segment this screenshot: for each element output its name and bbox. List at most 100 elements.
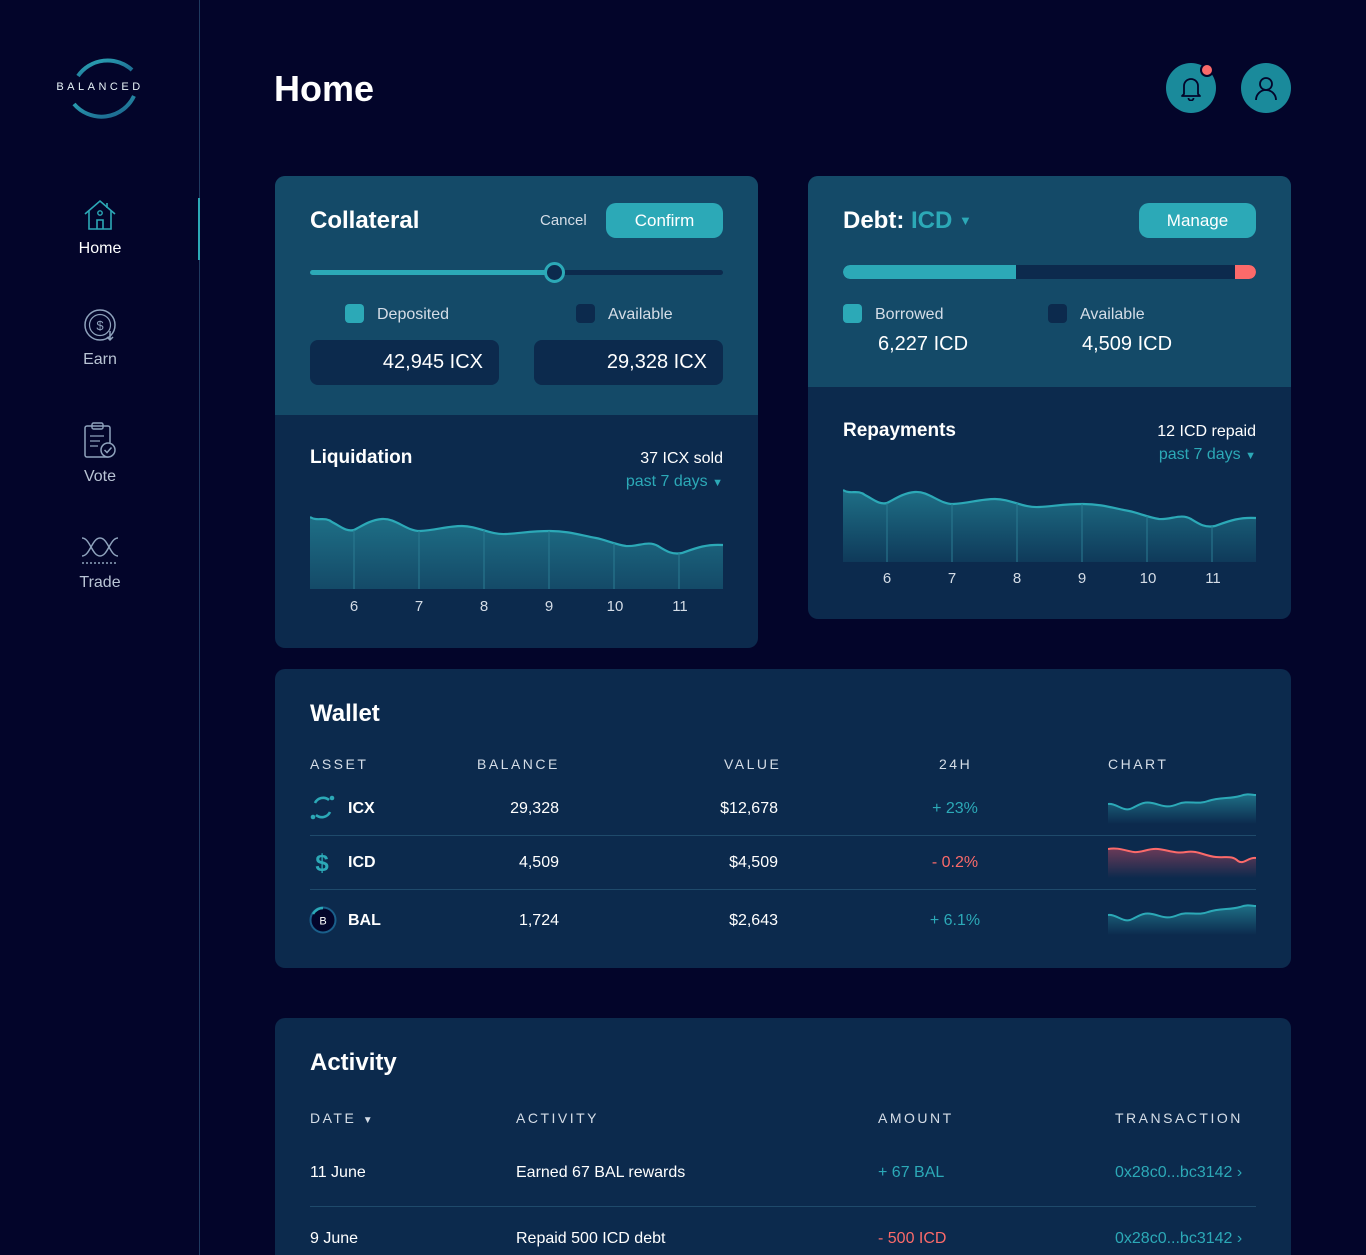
- wallet-col-24h: 24H: [939, 756, 973, 772]
- sidebar: BALANCED Home $ Earn Vote: [0, 0, 200, 1255]
- sort-down-icon: ▼: [362, 1115, 373, 1126]
- repayments-chart: [843, 489, 1256, 562]
- liquidation-area: [310, 517, 723, 589]
- user-icon: [1255, 77, 1277, 101]
- chevron-down-icon: ▼: [712, 477, 723, 489]
- liquidation-x-tick: 9: [544, 598, 554, 615]
- liquidation-x-tick: 8: [479, 598, 489, 615]
- repayments-period-dropdown[interactable]: past 7 days ▼: [1159, 446, 1256, 464]
- activity-col-transaction: TRANSACTION: [1115, 1110, 1243, 1126]
- activity-card: Activity DATE ▼ ACTIVITY AMOUNT TRANSACT…: [275, 1018, 1291, 1255]
- manage-button[interactable]: Manage: [1139, 203, 1256, 238]
- liquidation-x-tick: 11: [672, 598, 688, 615]
- activity-amount: - 500 ICD: [878, 1230, 947, 1247]
- sidebar-item-home-label: Home: [78, 240, 122, 257]
- activity-col-activity: ACTIVITY: [516, 1110, 600, 1126]
- debt-available-swatch: [1048, 304, 1067, 323]
- repayments-x-tick: 7: [947, 570, 957, 587]
- bell-icon: [1181, 78, 1201, 101]
- debt-currency: ICD: [911, 207, 953, 234]
- liquidation-x-tick: 6: [349, 598, 359, 615]
- debt-available-value: 4,509 ICD: [1082, 333, 1173, 355]
- account-button[interactable]: [1241, 63, 1291, 113]
- cancel-button[interactable]: Cancel: [540, 212, 587, 229]
- available-input[interactable]: 29,328 ICX: [534, 340, 723, 385]
- debt-title-group[interactable]: Debt: ICD ▼: [843, 207, 972, 235]
- wallet-col-balance: BALANCE: [477, 756, 560, 772]
- repayments-area: [843, 490, 1256, 562]
- row-divider: [310, 889, 1256, 890]
- asset-name: ICD: [348, 854, 376, 871]
- liquidation-period-label: past 7 days: [625, 473, 708, 490]
- deposited-legend: Deposited: [345, 304, 449, 324]
- activity-amount: + 67 BAL: [878, 1164, 945, 1181]
- sidebar-item-trade[interactable]: Trade: [0, 534, 200, 592]
- repayments-title: Repayments: [843, 420, 956, 441]
- activity-date: 9 June: [310, 1230, 359, 1247]
- debt-borrowed-fill: [843, 265, 1017, 279]
- transaction-link[interactable]: 0x28c0...bc3142 ›: [1115, 1164, 1242, 1182]
- asset-value: $2,643: [729, 912, 778, 929]
- logo-ring-icon: [72, 58, 136, 119]
- deposited-input[interactable]: 42,945 ICX: [310, 340, 499, 385]
- available-swatch: [576, 304, 595, 323]
- borrowed-value: 6,227 ICD: [878, 333, 969, 355]
- chevron-right-icon: ›: [1236, 1164, 1243, 1181]
- transaction-link[interactable]: 0x28c0...bc3142 ›: [1115, 1230, 1242, 1248]
- asset-sparkline: [1108, 793, 1256, 824]
- asset-change: - 0.2%: [931, 854, 979, 871]
- available-legend: Available: [576, 304, 673, 324]
- wallet-card: Wallet ASSET BALANCE VALUE 24H CHART ICX…: [275, 669, 1291, 968]
- repayments-summary: 12 ICD repaid: [1157, 423, 1256, 440]
- borrowed-swatch: [843, 304, 862, 323]
- row-divider: [310, 1206, 1256, 1207]
- debt-available-legend: Available: [1048, 304, 1145, 324]
- balanced-logo[interactable]: BALANCED: [48, 48, 152, 128]
- asset-name: BAL: [348, 912, 381, 929]
- repayments-x-tick: 9: [1077, 570, 1087, 587]
- sidebar-item-vote-label: Vote: [83, 468, 117, 485]
- asset-balance: 4,509: [518, 854, 559, 871]
- debt-limit-marker: [1235, 265, 1256, 279]
- sidebar-item-earn[interactable]: $ Earn: [0, 307, 200, 369]
- liquidation-gridlines: [353, 530, 680, 589]
- borrowed-label: Borrowed: [875, 306, 944, 323]
- collateral-card: Collateral Cancel Confirm Deposited Avai…: [275, 176, 758, 648]
- repayments-gridlines: [886, 503, 1213, 562]
- liquidation-period-dropdown[interactable]: past 7 days ▼: [626, 473, 723, 491]
- sidebar-item-home[interactable]: Home: [0, 198, 200, 258]
- repayments-period-label: past 7 days: [1158, 446, 1241, 463]
- home-icon: [84, 199, 116, 230]
- repayments-x-tick: 11: [1205, 570, 1221, 587]
- svg-text:$: $: [96, 318, 104, 333]
- activity-col-date[interactable]: DATE ▼: [310, 1110, 373, 1126]
- chevron-down-icon: ▼: [959, 213, 972, 228]
- deposited-label: Deposited: [377, 306, 450, 323]
- asset-balance: 1,724: [518, 912, 559, 929]
- collateral-slider[interactable]: [310, 262, 723, 283]
- transaction-hash: 0x28c0...bc3142: [1115, 1230, 1233, 1247]
- asset-change: + 23%: [932, 800, 978, 817]
- bal-icon: B: [309, 906, 337, 934]
- sidebar-item-vote[interactable]: Vote: [0, 422, 200, 486]
- debt-title: Debt:: [843, 207, 905, 234]
- dollar-icon: $: [315, 850, 329, 876]
- repayments-x-tick: 6: [882, 570, 892, 587]
- activity-col-date-label: DATE: [310, 1110, 357, 1126]
- wallet-col-asset: ASSET: [310, 756, 369, 772]
- liquidation-x-tick: 7: [414, 598, 424, 615]
- chevron-right-icon: ›: [1236, 1230, 1243, 1247]
- asset-sparkline: [1108, 847, 1256, 878]
- wallet-title: Wallet: [310, 700, 380, 727]
- liquidation-summary: 37 ICX sold: [640, 450, 723, 467]
- debt-card: Debt: ICD ▼ Manage Borrowed Available 6,…: [808, 176, 1291, 619]
- activity-description: Repaid 500 ICD debt: [516, 1230, 666, 1247]
- notifications-button[interactable]: [1166, 63, 1216, 113]
- chevron-down-icon: ▼: [1245, 450, 1256, 462]
- notification-badge: [1200, 63, 1214, 77]
- collateral-slider-handle[interactable]: [543, 262, 565, 283]
- wallet-col-chart: CHART: [1108, 756, 1169, 772]
- svg-text:B: B: [319, 916, 326, 928]
- confirm-button[interactable]: Confirm: [606, 203, 723, 238]
- transaction-hash: 0x28c0...bc3142: [1115, 1164, 1233, 1181]
